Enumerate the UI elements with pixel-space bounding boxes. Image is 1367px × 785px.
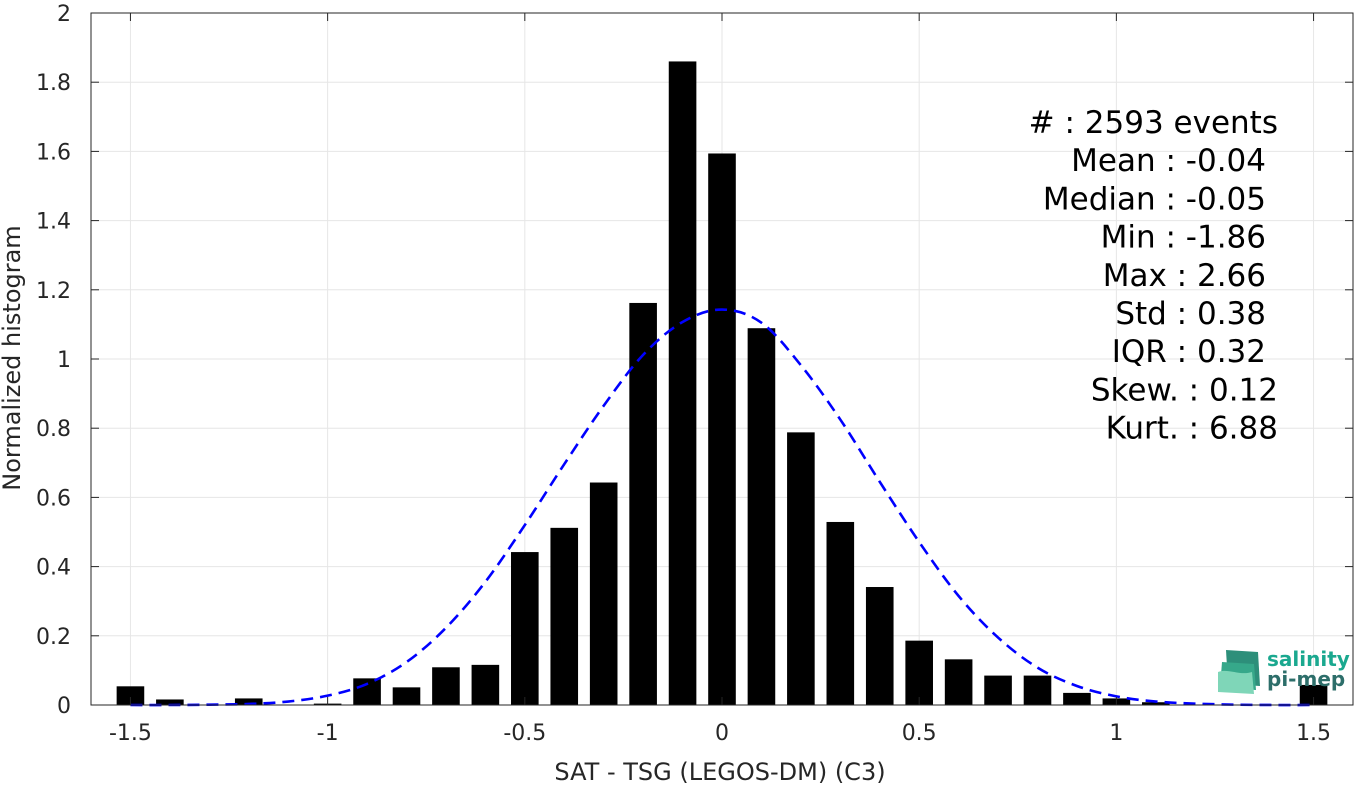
x-tick-label: -1 bbox=[317, 721, 339, 746]
y-tick-label: 1.8 bbox=[36, 71, 71, 96]
y-tick-label: 2 bbox=[57, 2, 71, 27]
salinity-pi-mep-logo: salinity pi-mep bbox=[1218, 647, 1350, 694]
histogram-bar bbox=[353, 678, 381, 705]
histogram-bar bbox=[1063, 692, 1091, 705]
histogram-bar bbox=[392, 687, 421, 705]
y-axis-label: Normalized histogram bbox=[0, 225, 26, 490]
y-axis: 0 0.2 0.4 0.6 0.8 1 1.2 1.4 1.6 1.8 2 bbox=[36, 2, 1353, 719]
stat-line: Std : 0.38 bbox=[1115, 296, 1266, 332]
histogram-bar bbox=[865, 587, 894, 705]
histogram-bar bbox=[668, 61, 697, 705]
histogram-bar bbox=[629, 302, 657, 705]
y-tick-label: 0.4 bbox=[36, 556, 71, 581]
x-axis-label: SAT - TSG (LEGOS-DM) (C3) bbox=[554, 758, 885, 785]
bars bbox=[116, 61, 1328, 705]
stat-line: # : 2593 events bbox=[1029, 105, 1278, 141]
y-tick-label: 0.2 bbox=[36, 625, 71, 650]
histogram-bar bbox=[511, 552, 539, 705]
x-tick-label: 0.5 bbox=[902, 721, 937, 746]
stat-line: Min : -1.86 bbox=[1101, 220, 1266, 256]
y-tick-label: 0.8 bbox=[36, 417, 71, 442]
logo-waves-icon bbox=[1218, 650, 1260, 694]
histogram-bar bbox=[432, 667, 460, 705]
y-tick-label: 1 bbox=[57, 348, 71, 373]
y-tick-label: 1.4 bbox=[36, 210, 71, 235]
normal-fit-curve bbox=[130, 308, 1314, 707]
stat-line: IQR : 0.32 bbox=[1112, 334, 1266, 370]
histogram-bar bbox=[905, 640, 933, 705]
y-tick-label: 1.2 bbox=[36, 279, 71, 304]
y-tick-label: 0 bbox=[57, 694, 71, 719]
x-tick-label: 1.5 bbox=[1296, 721, 1331, 746]
stat-line: Skew. : 0.12 bbox=[1091, 372, 1278, 408]
histogram-bar bbox=[1142, 702, 1170, 705]
histogram-bar bbox=[471, 664, 500, 705]
histogram-bar bbox=[747, 328, 776, 705]
x-axis: -1.5 -1 -0.5 0 0.5 1 1.5 bbox=[109, 13, 1331, 746]
histogram-bar bbox=[550, 527, 579, 705]
logo-line1: salinity bbox=[1267, 647, 1350, 671]
x-tick-label: 1 bbox=[1109, 721, 1123, 746]
histogram-bar bbox=[708, 153, 736, 705]
histogram-bar bbox=[944, 659, 973, 705]
histogram-bar bbox=[1023, 675, 1052, 705]
stat-line: Median : -0.05 bbox=[1043, 181, 1266, 217]
y-tick-label: 0.6 bbox=[36, 486, 71, 511]
x-tick-label: 0 bbox=[715, 721, 729, 746]
stat-line: Max : 2.66 bbox=[1103, 258, 1266, 294]
y-tick-label: 1.6 bbox=[36, 140, 71, 165]
histogram-bar bbox=[589, 482, 618, 705]
histogram-bar bbox=[787, 432, 815, 705]
histogram-bar bbox=[156, 699, 184, 705]
histogram-bar bbox=[234, 698, 263, 705]
histogram-bar bbox=[1299, 684, 1328, 705]
logo-line2: pi-mep bbox=[1267, 667, 1345, 691]
histogram-bar bbox=[116, 686, 145, 705]
histogram-bar bbox=[984, 675, 1012, 705]
histogram-bar bbox=[826, 521, 855, 705]
stat-line: Mean : -0.04 bbox=[1071, 143, 1266, 179]
x-tick-label: -1.5 bbox=[109, 721, 152, 746]
x-tick-label: -0.5 bbox=[503, 721, 546, 746]
stat-line: Kurt. : 6.88 bbox=[1106, 411, 1278, 447]
